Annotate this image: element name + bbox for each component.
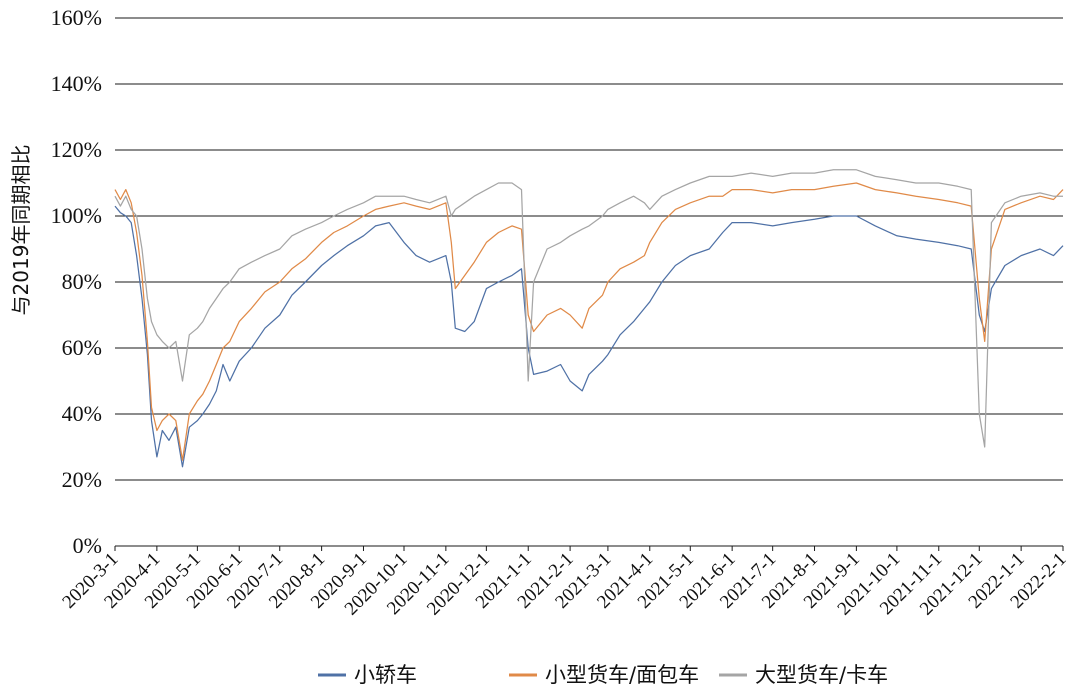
y-axis-label: 与2019年同期相比	[9, 145, 33, 316]
legend: 小轿车 小型货车/面包车 大型货车/卡车	[318, 663, 888, 687]
legend-label: 小型货车/面包车	[545, 663, 699, 687]
y-tick-label: 120%	[51, 137, 102, 162]
y-tick-label: 20%	[62, 467, 102, 492]
y-tick-label: 60%	[62, 335, 102, 360]
y-axis-ticks: 0% 20% 40% 60% 80% 100% 120% 140% 160%	[51, 5, 102, 558]
series-line	[114, 169, 1063, 448]
y-tick-label: 40%	[62, 401, 102, 426]
series-line	[114, 205, 1064, 468]
legend-label: 小轿车	[354, 663, 417, 687]
series-lines	[114, 169, 1064, 468]
y-tick-label: 140%	[51, 71, 102, 96]
x-axis-ticks: 2020-3-12020-4-12020-5-12020-6-12020-7-1…	[58, 546, 1071, 620]
y-tick-label: 0%	[73, 533, 102, 558]
legend-label: 大型货车/卡车	[755, 663, 888, 687]
y-tick-label: 100%	[51, 203, 102, 228]
y-tick-label: 160%	[51, 5, 102, 30]
y-tick-label: 80%	[62, 269, 102, 294]
grid-lines	[115, 17, 1063, 481]
series-line	[114, 182, 1064, 461]
